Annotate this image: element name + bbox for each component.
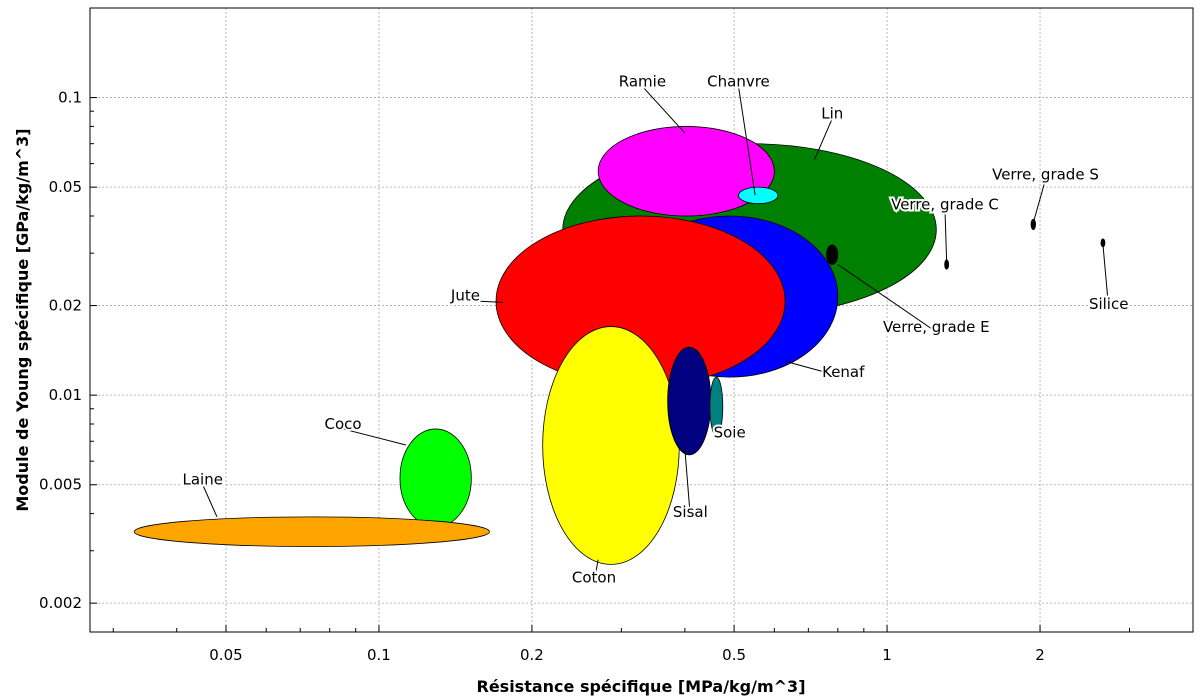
x-tick-label: 0.5: [722, 646, 746, 664]
label-coco: Coco: [325, 415, 362, 433]
y-tick-label: 0.1: [58, 89, 82, 107]
leader-verre-grade-e: [837, 264, 937, 333]
leader-verre-grade-c: [944, 209, 948, 263]
label-kenaf: Kenaf: [822, 363, 865, 381]
ellipse-chanvre: [738, 186, 779, 205]
leader-lin: [814, 118, 833, 160]
x-tick-label: 1: [882, 646, 892, 664]
y-tick-label: 0.002: [39, 594, 82, 612]
leader-soie: [720, 428, 730, 438]
leader-ramie: [642, 86, 686, 134]
ellipse-laine: [133, 516, 490, 547]
ellipse-ramie: [597, 126, 775, 217]
x-tick-label: 2: [1035, 646, 1045, 664]
x-tick-label: 0.1: [367, 646, 391, 664]
x-tick-label: 0.2: [520, 646, 544, 664]
ellipse-coco: [399, 428, 472, 528]
y-tick-label: 0.01: [49, 386, 82, 404]
ellipse-coton: [542, 326, 680, 565]
leader-coton: [593, 559, 599, 583]
y-tick-label: 0.005: [39, 476, 82, 494]
plot-frame: [89, 7, 1194, 633]
label-verre-grade-s: Verre, grade S: [992, 166, 1099, 184]
ellipse-soie: [709, 376, 724, 437]
y-tick-label: 0.02: [49, 297, 82, 315]
label-coton: Coton: [572, 568, 616, 586]
label-verre-grade-c: Verre, grade C: [891, 196, 999, 214]
leader-layer: [202, 86, 1110, 583]
label-laine: Laine: [183, 471, 223, 489]
ellipse-verre-grade-e: [826, 244, 839, 265]
x-tick-label: 0.05: [209, 646, 242, 664]
leader-laine: [202, 484, 218, 518]
y-axis-title: Module de Young spécifique [GPa/kg/m^3]: [13, 128, 32, 511]
label-ramie: Ramie: [619, 72, 666, 90]
label-chanvre: Chanvre: [707, 72, 770, 90]
label-jute: Jute: [450, 287, 480, 305]
shape-layer: [133, 126, 1106, 565]
ellipse-sisal: [667, 346, 712, 456]
leader-chanvre: [737, 86, 756, 196]
ellipse-verre-grade-s: [1030, 218, 1036, 231]
leader-kenaf: [784, 360, 844, 378]
label-lin: Lin: [821, 105, 843, 123]
label-soie: Soie: [714, 424, 746, 442]
tick-layer: 0.05 0.1 0.2 0.5 1 2 0.002 0.005 0.01 0.02 0.05 0.1: [39, 7, 1194, 664]
leader-coco: [342, 428, 407, 446]
label-sisal: Sisal: [673, 503, 708, 521]
y-tick-label: 0.05: [49, 178, 82, 196]
leader-jute: [465, 300, 503, 303]
label-layer: Lin Kenaf Ramie Jute Chanvre Coton Sisal Soie Co…: [181, 70, 1131, 588]
label-silice: Silice: [1089, 295, 1129, 313]
leader-silice: [1102, 244, 1110, 309]
x-axis-title: Résistance spécifique [MPa/kg/m^3]: [477, 677, 806, 696]
label-verre-grade-e: Verre, grade E: [883, 318, 990, 336]
leader-verre-grade-s: [1032, 179, 1046, 223]
leader-sisal: [684, 448, 691, 517]
